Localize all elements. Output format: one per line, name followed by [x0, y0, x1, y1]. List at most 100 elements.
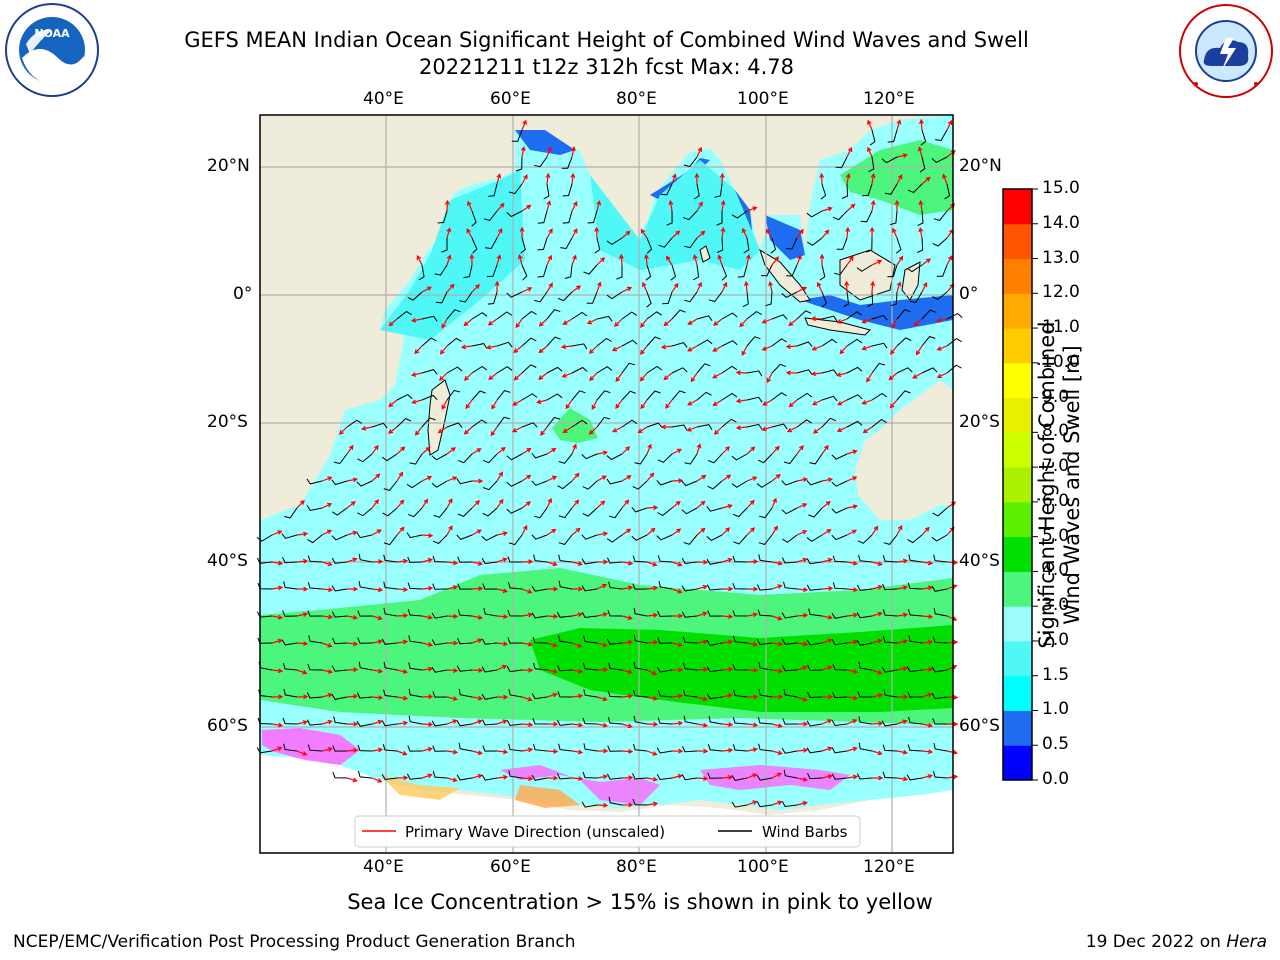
wind-barb — [632, 773, 648, 780]
primary-wave-arrow — [846, 449, 858, 455]
primary-wave-arrow — [321, 561, 333, 567]
primary-wave-arrow — [867, 146, 873, 158]
wind-barb — [706, 534, 723, 541]
wind-barb — [682, 662, 698, 671]
wind-barb — [906, 666, 923, 673]
wind-barb — [396, 310, 412, 320]
wind-barb — [683, 715, 698, 725]
noaa-logo-text: NOAA — [34, 27, 70, 40]
wind-barb — [733, 635, 748, 644]
primary-wave-arrow — [696, 527, 706, 536]
shallow-coast-blue-3 — [515, 130, 575, 155]
primary-wave-arrow — [546, 586, 559, 592]
wind-barb — [732, 555, 748, 563]
wind-barb — [771, 314, 788, 320]
wind-barb — [758, 743, 773, 752]
wind-barb — [906, 774, 923, 781]
wind-barb — [331, 534, 348, 541]
wind-barb — [732, 717, 748, 725]
wind-barb — [558, 580, 573, 590]
primary-wave-arrow — [746, 641, 759, 647]
colorbar-tick-label: 6.0 — [1042, 490, 1070, 511]
wind-barb — [533, 743, 548, 752]
primary-wave-arrow — [768, 280, 773, 293]
primary-wave-arrow — [897, 694, 909, 700]
primary-wave-arrow — [511, 426, 523, 433]
borneo — [839, 249, 896, 301]
wind-barb — [656, 773, 673, 781]
wind-barb — [881, 666, 898, 673]
primary-wave-arrow — [271, 560, 284, 566]
primary-wave-arrow — [721, 693, 734, 698]
wind-barb — [721, 264, 728, 281]
primary-wave-arrow — [521, 448, 532, 455]
primary-wave-arrow — [538, 345, 548, 354]
wind-barb — [283, 688, 298, 698]
wind-barb — [821, 417, 837, 428]
wind-barb — [333, 453, 348, 465]
primary-wave-arrow — [396, 750, 408, 756]
primary-wave-arrow — [671, 448, 683, 455]
wind-barb — [581, 585, 598, 592]
primary-wave-arrow — [596, 200, 602, 212]
primary-wave-arrow — [746, 527, 756, 536]
wind-barb — [506, 666, 523, 673]
wind-barb — [531, 534, 548, 540]
primary-wave-arrow — [921, 722, 934, 728]
wind-barb — [562, 210, 573, 224]
primary-wave-arrow — [846, 203, 856, 212]
wind-barb — [920, 129, 927, 146]
primary-wave-arrow — [396, 471, 404, 482]
wind-barb — [896, 337, 912, 347]
primary-wave-arrow — [896, 558, 909, 564]
primary-wave-arrow — [668, 199, 674, 212]
wind-barb — [681, 507, 698, 515]
primary-wave-arrow — [946, 721, 959, 727]
wind-barb — [506, 507, 523, 514]
wind-barb — [396, 394, 413, 401]
wind-barb — [381, 773, 398, 781]
wind-barb — [546, 393, 563, 401]
wind-barb — [506, 453, 523, 461]
wind-barb — [932, 636, 948, 644]
wind-barb — [307, 664, 323, 671]
wind-barb — [917, 210, 924, 227]
wind-barb — [869, 129, 876, 146]
wind-barb — [307, 534, 323, 544]
wind-barb — [896, 390, 911, 401]
sea-ice-concentration — [262, 728, 360, 765]
wind-barb — [332, 637, 348, 645]
primary-wave-arrow — [696, 474, 707, 482]
wind-barb — [832, 663, 848, 671]
primary-wave-arrow — [871, 584, 883, 590]
primary-wave-arrow — [446, 613, 459, 619]
primary-wave-arrow — [621, 560, 634, 566]
colorbar-tick-label: 14.0 — [1042, 212, 1080, 233]
primary-wave-arrow — [671, 528, 682, 536]
wind-barb — [931, 534, 948, 542]
primary-wave-arrow — [588, 345, 598, 354]
primary-wave-arrow — [561, 372, 573, 378]
primary-wave-arrow — [596, 667, 609, 673]
primary-wave-arrow — [321, 669, 334, 674]
primary-wave-arrow — [639, 372, 648, 382]
primary-wave-arrow — [796, 587, 809, 593]
wind-barb — [717, 237, 724, 253]
primary-wave-arrow — [321, 476, 333, 482]
wind-barb — [463, 264, 473, 279]
wind-barb — [921, 336, 936, 347]
wind-barb — [881, 156, 898, 164]
wind-barb — [681, 480, 698, 487]
primary-wave-arrow — [491, 399, 498, 410]
primary-wave-arrow — [396, 639, 409, 645]
primary-wave-arrow — [746, 722, 759, 728]
wind-barb — [534, 291, 548, 303]
primary-wave-arrow — [796, 800, 808, 806]
wind-barb — [782, 534, 798, 543]
wind-barb — [935, 129, 948, 142]
primary-wave-arrow — [446, 447, 456, 455]
primary-wave-arrow — [536, 399, 548, 405]
sri-lanka — [699, 245, 711, 263]
lon-tick-bottom-60e: 60°E — [490, 857, 531, 877]
primary-wave-arrow — [496, 202, 505, 212]
